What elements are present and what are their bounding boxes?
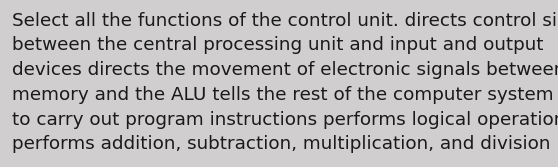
Text: memory and the ALU tells the rest of the computer system how: memory and the ALU tells the rest of the… — [12, 86, 558, 104]
Text: to carry out program instructions performs logical operations.: to carry out program instructions perfor… — [12, 111, 558, 129]
Text: Select all the functions of the control unit. directs control signals: Select all the functions of the control … — [12, 12, 558, 30]
Text: between the central processing unit and input and output: between the central processing unit and … — [12, 36, 544, 54]
Text: performs addition, subtraction, multiplication, and division: performs addition, subtraction, multipli… — [12, 135, 551, 153]
Text: devices directs the movement of electronic signals between: devices directs the movement of electron… — [12, 61, 558, 79]
